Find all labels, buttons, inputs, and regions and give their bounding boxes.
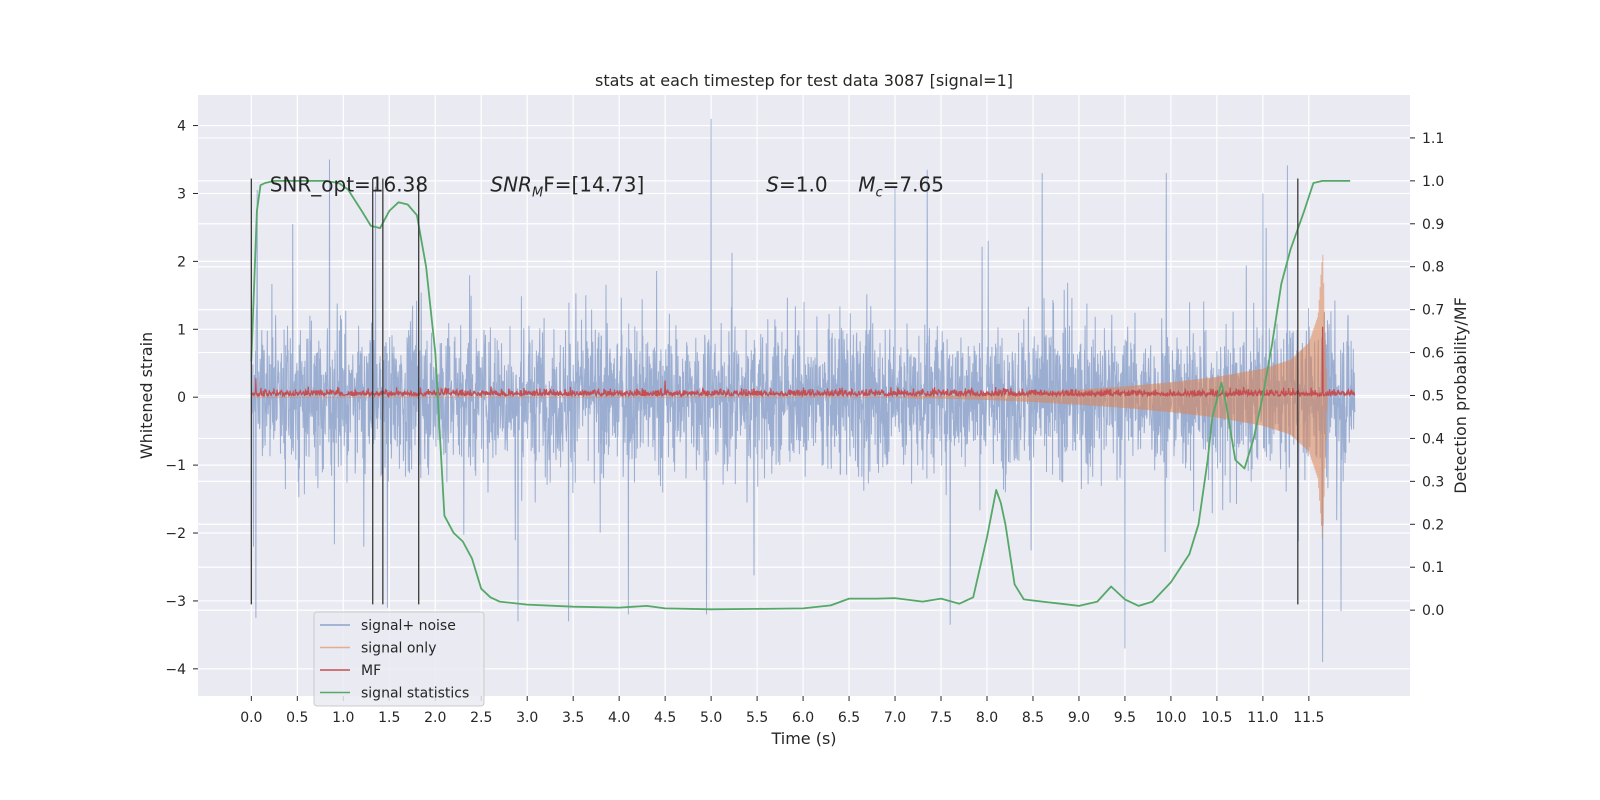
annotations: SNR_opt=16.38 SNRMF=[14.73] S=1.0 Mc=7.65 xyxy=(270,172,944,200)
y-left-tick-label: 0 xyxy=(177,390,186,406)
x-tick-label: 9.0 xyxy=(1068,710,1090,726)
x-tick-label: 3.5 xyxy=(562,710,584,726)
y-right-tick-label: 0.6 xyxy=(1422,346,1444,362)
y-left-tick-label: −1 xyxy=(165,458,186,474)
x-tick-label: 7.0 xyxy=(884,710,906,726)
annotation-text: Mc=7.65 xyxy=(858,172,944,200)
y-left-tick-label: −3 xyxy=(165,594,186,610)
x-tick-label: 7.5 xyxy=(930,710,952,726)
y-left-tick-label: −2 xyxy=(165,526,186,542)
vlines-layer xyxy=(250,178,1299,605)
x-tick-label: 10.0 xyxy=(1155,710,1186,726)
y-left-tick-label: 3 xyxy=(177,186,186,202)
x-tick-label: 0.0 xyxy=(240,710,262,726)
x-tick-label: 1.0 xyxy=(332,710,354,726)
y-axis-label-right: Detection probability/MF xyxy=(1451,297,1470,494)
series-signal-only xyxy=(251,254,1328,539)
legend-box xyxy=(313,611,485,707)
y-right-tick-label: 0.5 xyxy=(1422,389,1444,405)
x-tick-label: 6.0 xyxy=(792,710,814,726)
y-right-tick-label: 0.0 xyxy=(1422,603,1444,619)
legend-label: signal statistics xyxy=(361,686,469,702)
x-tick-label: 3.0 xyxy=(516,710,538,726)
x-tick-label: 10.5 xyxy=(1201,710,1232,726)
x-axis-label: Time (s) xyxy=(770,729,836,748)
x-tick-label: 6.5 xyxy=(838,710,860,726)
legend-label: signal only xyxy=(361,641,436,657)
y-right-tick-label: 0.4 xyxy=(1422,431,1444,447)
y-left-tick-label: −4 xyxy=(165,662,186,678)
y-right-tick-label: 1.1 xyxy=(1422,131,1444,147)
annotation-text: S=1.0 xyxy=(766,172,827,196)
annotation-text: SNR_opt=16.38 xyxy=(270,172,428,196)
series-mf xyxy=(250,326,1356,399)
x-tick-label: 5.0 xyxy=(700,710,722,726)
x-tick-label: 0.5 xyxy=(286,710,308,726)
y-left-tick-label: 2 xyxy=(177,254,186,270)
x-tick-label: 8.5 xyxy=(1022,710,1044,726)
y-left-tick-label: 1 xyxy=(177,322,186,338)
x-tick-label: 4.0 xyxy=(608,710,630,726)
legend-label: MF xyxy=(361,663,381,679)
x-tick-label: 2.5 xyxy=(470,710,492,726)
series-layer xyxy=(250,118,1356,663)
legend: signal+ noise signal only MF signal statist… xyxy=(313,611,485,707)
x-tick-label: 9.5 xyxy=(1114,710,1136,726)
x-tick-label: 8.0 xyxy=(976,710,998,726)
y-right-tick-label: 0.2 xyxy=(1422,517,1444,533)
y-right-tick-label: 1.0 xyxy=(1422,174,1444,190)
y-right-tick-label: 0.9 xyxy=(1422,217,1444,233)
x-tick-label: 1.5 xyxy=(378,710,400,726)
series-signal-statistics xyxy=(250,180,1351,611)
y-right-tick-label: 0.8 xyxy=(1422,260,1444,276)
y-left-tick-label: 4 xyxy=(177,119,186,135)
x-tick-label: 5.5 xyxy=(746,710,768,726)
x-tick-label: 11.5 xyxy=(1293,710,1324,726)
y-axis-label-left: Whitened strain xyxy=(137,332,156,459)
y-right-tick-label: 0.7 xyxy=(1422,303,1444,319)
axes-layer: 0.0 0.5 1.0 1.5 2.0 2.5 3.0 3.5 4.0 4.5 5.0 5.5 6.0 6… xyxy=(165,119,1444,726)
y-right-tick-label: 0.3 xyxy=(1422,474,1444,490)
y-right-tick-label: 0.1 xyxy=(1422,560,1444,576)
chart-title: stats at each timestep for test data 308… xyxy=(595,71,1013,90)
annotation-text: SNRMF=[14.73] xyxy=(490,172,644,200)
legend-label: signal+ noise xyxy=(361,618,456,634)
x-tick-label: 4.5 xyxy=(654,710,676,726)
x-tick-label: 2.0 xyxy=(424,710,446,726)
x-tick-label: 11.0 xyxy=(1247,710,1278,726)
